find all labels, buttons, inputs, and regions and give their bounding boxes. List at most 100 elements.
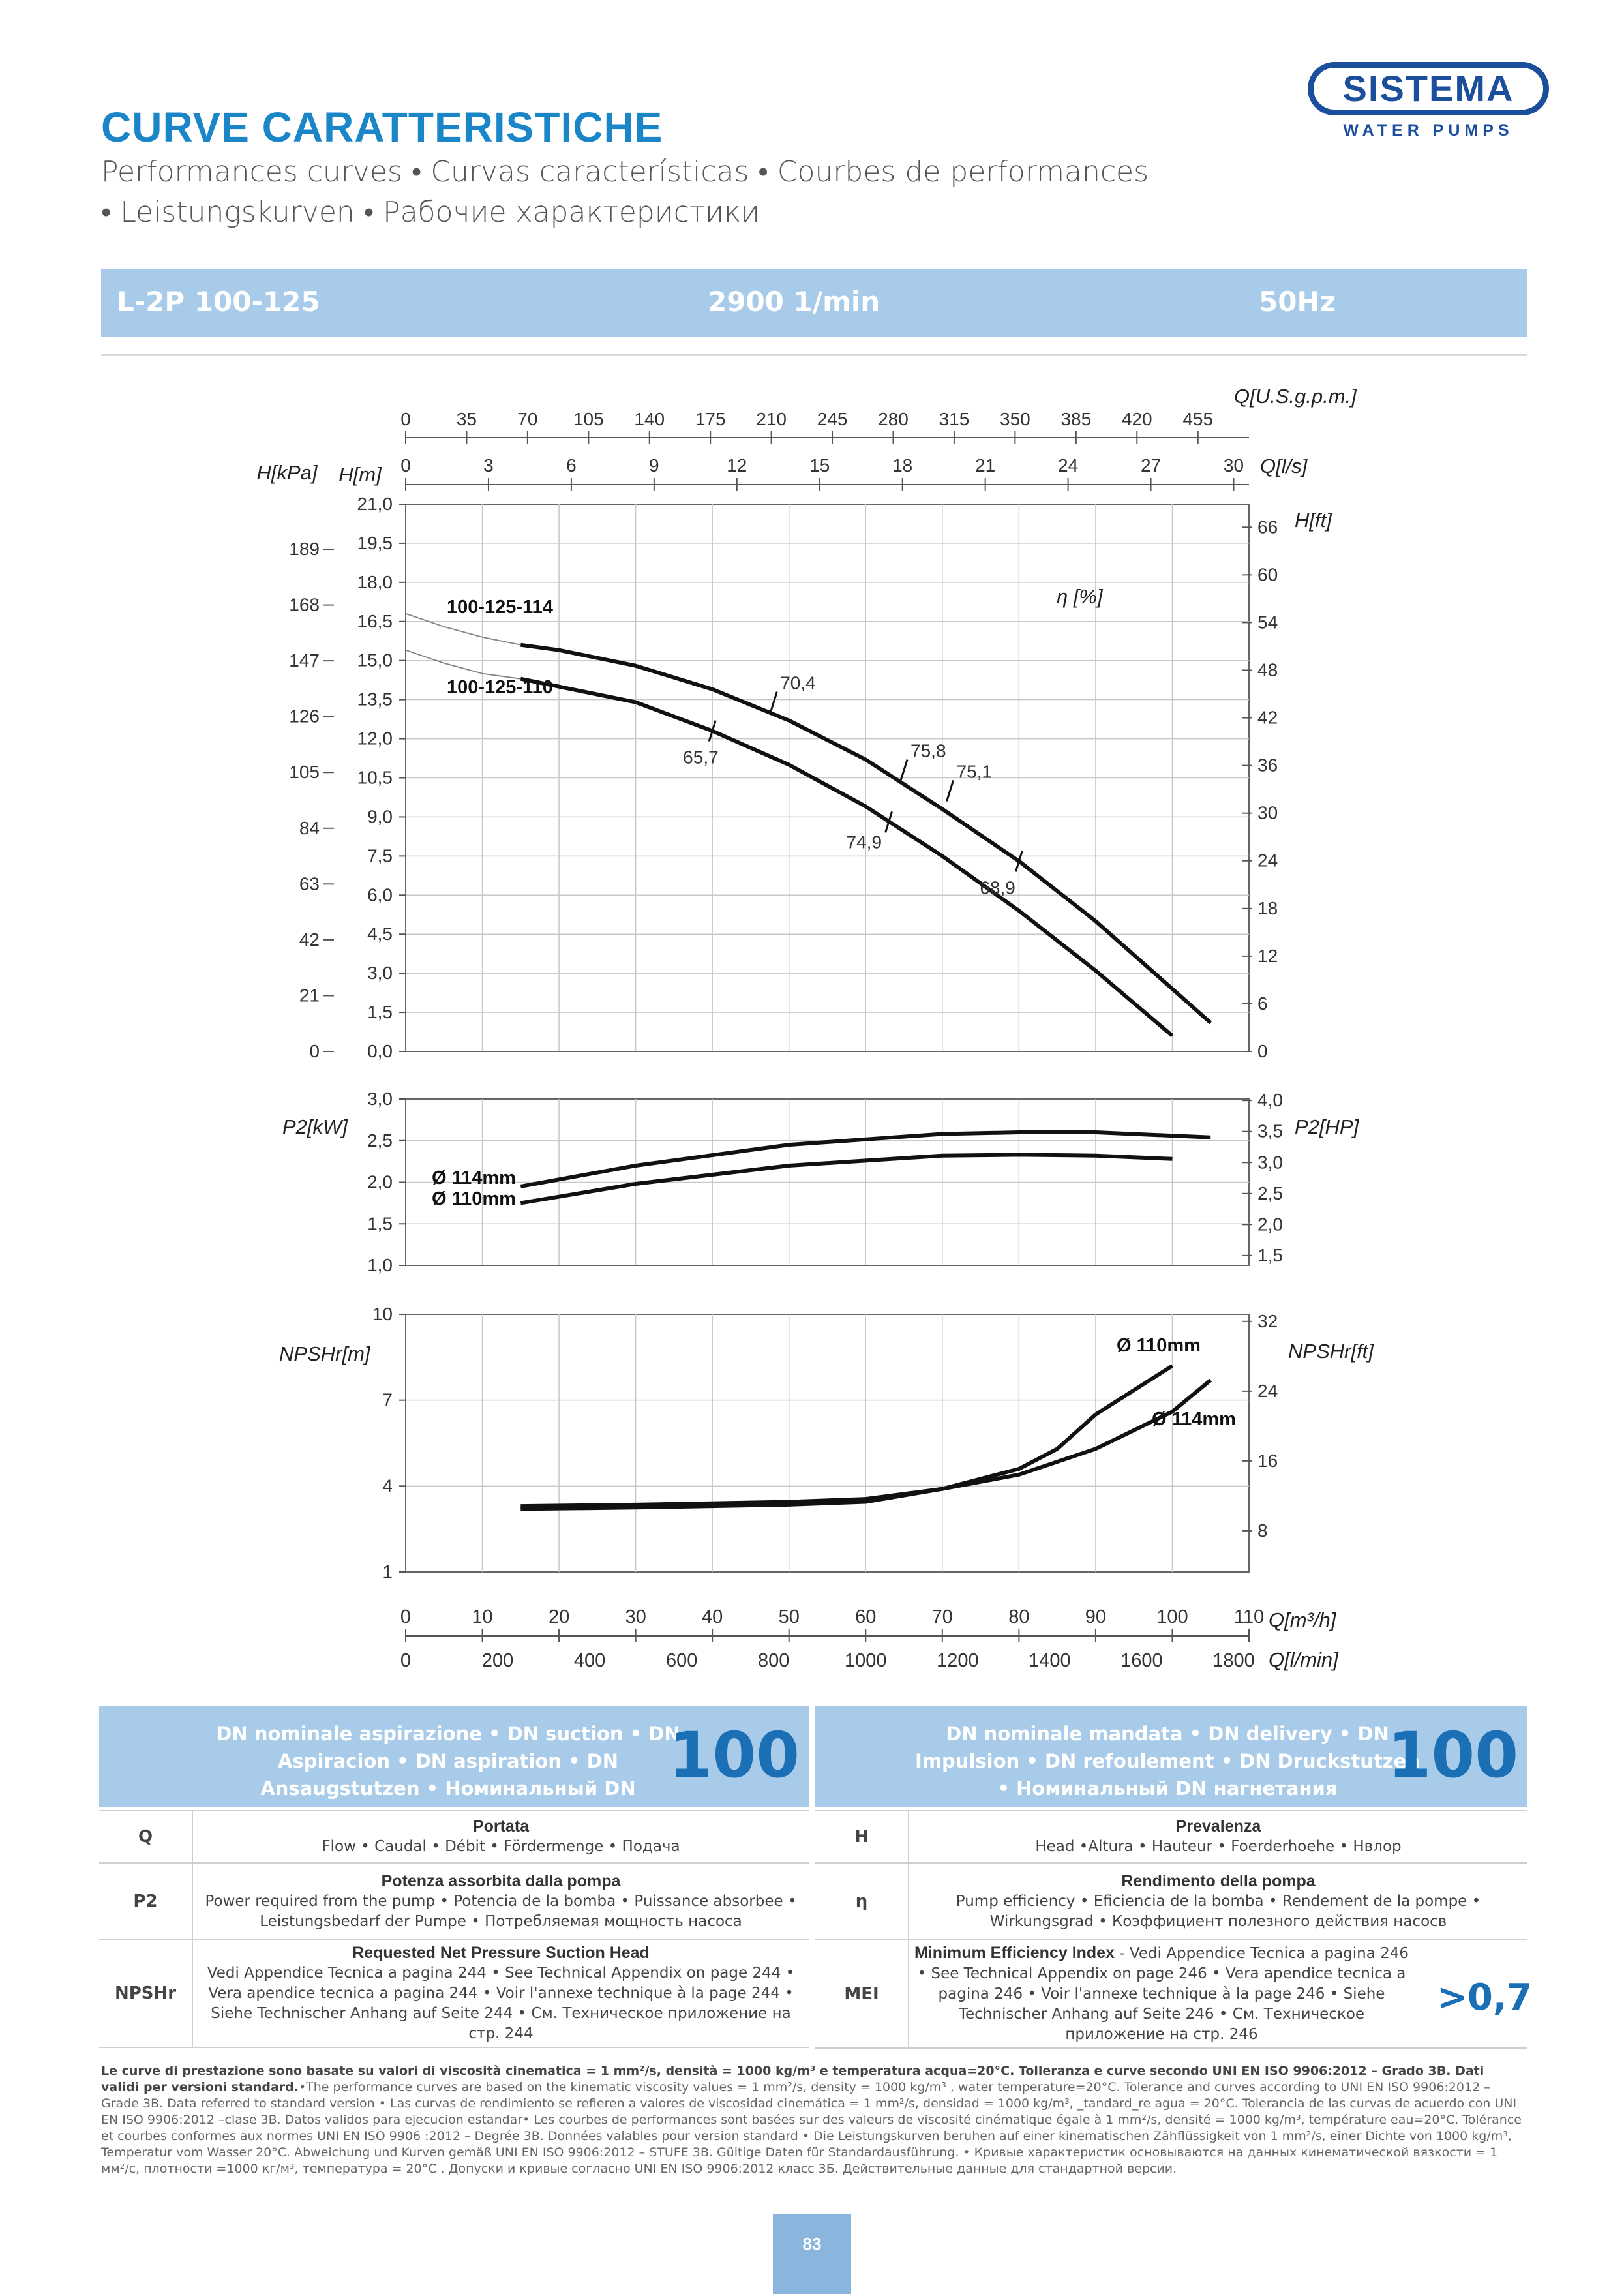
head-kpa-tick-label: 21 — [299, 985, 320, 1005]
ls-tick-label: 18 — [892, 455, 912, 475]
model-frequency: 50Hz — [1259, 286, 1336, 318]
lmin-tick-label: 1800 — [1212, 1650, 1255, 1671]
legend-row-eta: η Rendimento della pompa Pump efficiency … — [815, 1862, 1527, 1940]
m3h-tick-label: 50 — [779, 1607, 800, 1627]
legend-desc: Prevalenza Head •Altura • Hauteur • Foerd… — [909, 1810, 1527, 1864]
lmin-tick-label: 1400 — [1029, 1650, 1071, 1671]
npshr-m-tick-label: 7 — [382, 1390, 393, 1410]
eta-label: η [%] — [1057, 585, 1104, 608]
subtitle-line-1: Performances curves • Curvas característ… — [101, 155, 1149, 189]
power-kw-tick-label: 3,0 — [367, 1089, 393, 1109]
ls-tick-label: 24 — [1058, 455, 1078, 475]
ls-tick-label: 6 — [566, 455, 577, 475]
efficiency-tick — [1014, 850, 1023, 872]
npshr-ft-tick-label: 16 — [1257, 1451, 1278, 1471]
legend-row-q: Q Portata Flow • Caudal • Débit • Förderm… — [99, 1810, 809, 1864]
head-kpa-tick-label: 0 — [309, 1041, 320, 1061]
ylabel-npshr-m: NPSHr[m] — [279, 1342, 371, 1365]
power-kw-tick-label: 1,0 — [367, 1255, 393, 1275]
ylabel-m: H[m] — [338, 463, 382, 486]
npshr-series-label-1: Ø 114mm — [1152, 1409, 1236, 1430]
legend-row-npshr: NPSHr Requested Net Pressure Suction Hea… — [99, 1939, 809, 2048]
lmin-tick-label: 600 — [666, 1650, 697, 1671]
ylabel-kw: P2[kW] — [282, 1115, 348, 1138]
ylabel-hp: P2[HP] — [1295, 1115, 1360, 1138]
legend-key: η — [815, 1862, 909, 1940]
head-m-tick-label: 15,0 — [357, 650, 393, 671]
model-band: L-2P 100-125 2900 1/min 50Hz — [101, 269, 1527, 337]
usgpm-tick-label: 455 — [1182, 409, 1213, 429]
m3h-tick-label: 80 — [1008, 1607, 1029, 1627]
head-m-tick-label: 4,5 — [367, 924, 393, 944]
lmin-tick-label: 1000 — [845, 1650, 887, 1671]
power-hp-tick-label: 2,5 — [1257, 1183, 1283, 1203]
efficiency-label: 65,7 — [683, 747, 719, 768]
legend-row-mei: MEI Minimum Efficiency Index - Vedi Appe… — [815, 1939, 1527, 2049]
head-m-tick-label: 16,5 — [357, 611, 393, 631]
chart-labels: 0,01,53,04,56,07,59,010,512,013,515,016,… — [256, 385, 1374, 1671]
ls-tick-label: 3 — [483, 455, 494, 475]
head-kpa-tick-label: 42 — [299, 929, 320, 950]
head-ft-tick-label: 48 — [1257, 659, 1278, 680]
power-kw-tick-label: 2,0 — [367, 1172, 393, 1192]
head-curve-0 — [520, 642, 1212, 1025]
power-curve-1 — [520, 1153, 1173, 1205]
npshr-curve-0 — [520, 1364, 1174, 1509]
lmin-label: Q[l/min] — [1269, 1648, 1339, 1671]
m3h-tick-label: 90 — [1085, 1607, 1106, 1627]
head-ft-tick-label: 30 — [1257, 803, 1278, 823]
efficiency-label: 70,4 — [780, 673, 816, 693]
head-curve-thin-1 — [405, 649, 521, 680]
efficiency-tick — [884, 811, 893, 833]
usgpm-tick-label: 420 — [1122, 409, 1152, 429]
m3h-tick-label: 20 — [549, 1607, 569, 1627]
usgpm-tick-label: 140 — [634, 409, 665, 429]
head-m-tick-label: 19,5 — [357, 533, 393, 553]
logo-subtitle: WATER PUMPS — [1343, 121, 1514, 140]
power-hp-tick-label: 4,0 — [1257, 1090, 1283, 1110]
efficiency-label: 68,9 — [980, 877, 1015, 898]
head-series-label-0: 100-125-114 — [447, 597, 553, 618]
efficiency-tick — [899, 759, 909, 781]
efficiency-tick — [769, 691, 778, 714]
usgpm-tick-label: 385 — [1060, 409, 1091, 429]
page-number: 83 — [802, 2234, 822, 2254]
head-m-tick-label: 7,5 — [367, 845, 393, 866]
usgpm-tick-label: 350 — [1000, 409, 1030, 429]
subtitle-line-2: • Leistungskurven • Рабочие характеристи… — [101, 196, 760, 229]
m3h-tick-label: 110 — [1234, 1607, 1264, 1627]
ls-tick-label: 9 — [649, 455, 659, 475]
ls-tick-label: 27 — [1141, 455, 1161, 475]
head-kpa-tick-label: 126 — [289, 706, 320, 727]
npshr-frame — [405, 1314, 1250, 1573]
chart-grids — [323, 431, 1252, 1642]
head-ft-tick-label: 36 — [1257, 755, 1278, 776]
dn-delivery-box: DN nominale mandata • DN delivery • DN I… — [815, 1706, 1527, 1807]
usgpm-label: Q[U.S.g.p.m.] — [1234, 385, 1357, 408]
efficiency-tick — [708, 720, 717, 742]
m3h-label: Q[m³/h] — [1269, 1608, 1337, 1631]
usgpm-tick-label: 315 — [939, 409, 970, 429]
m3h-tick-label: 40 — [702, 1607, 723, 1627]
efficiency-tick — [946, 780, 955, 802]
power-kw-tick-label: 2,5 — [367, 1130, 393, 1151]
page-title: CURVE CARATTERISTICHE — [101, 104, 663, 151]
ls-tick-label: 21 — [975, 455, 995, 475]
power-hp-tick-label: 2,0 — [1257, 1214, 1283, 1234]
legend-table-right: H Prevalenza Head •Altura • Hauteur • Foe… — [815, 1810, 1527, 2049]
head-ft-tick-label: 42 — [1257, 708, 1278, 728]
efficiency-label: 74,9 — [847, 832, 882, 852]
head-m-tick-label: 6,0 — [367, 884, 393, 905]
usgpm-tick-label: 280 — [878, 409, 909, 429]
npshr-ft-tick-label: 24 — [1257, 1381, 1278, 1401]
power-series-label-1: Ø 110mm — [432, 1188, 516, 1209]
usgpm-tick-label: 105 — [573, 409, 604, 429]
legend-key: NPSHr — [99, 1939, 193, 2048]
npshr-series-label-0: Ø 110mm — [1117, 1335, 1201, 1356]
lmin-tick-label: 400 — [574, 1650, 605, 1671]
head-series-label-1: 100-125-110 — [447, 677, 553, 698]
power-series-label-0: Ø 114mm — [432, 1168, 516, 1188]
head-m-tick-label: 10,5 — [357, 768, 393, 788]
performance-charts: 0,01,53,04,56,07,59,010,512,013,515,016,… — [256, 385, 1374, 1671]
ls-tick-label: 30 — [1224, 455, 1244, 475]
